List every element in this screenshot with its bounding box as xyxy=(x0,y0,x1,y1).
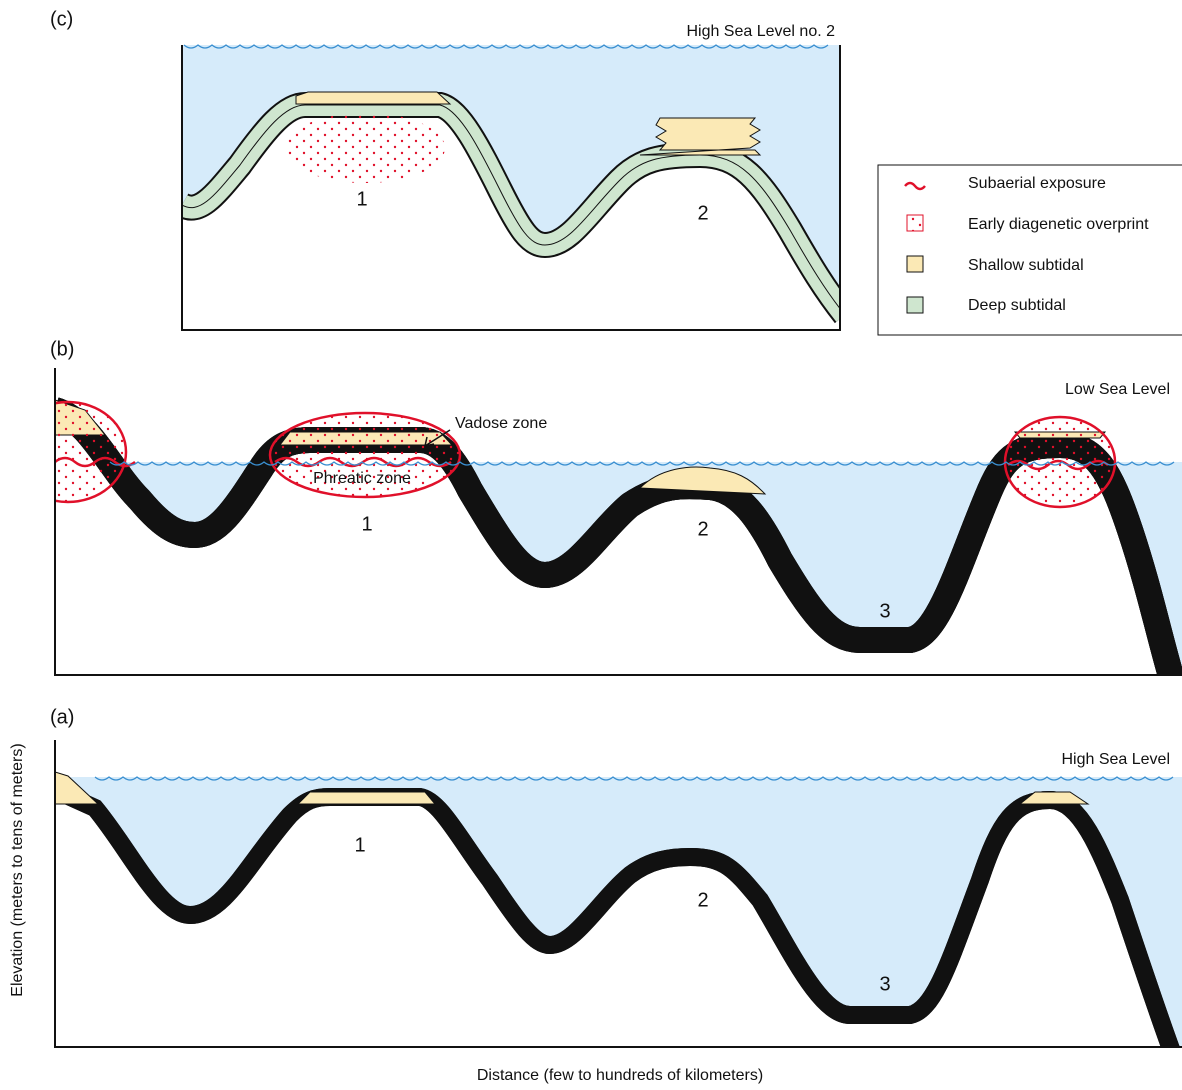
sea-level-label: Low Sea Level xyxy=(1065,381,1170,398)
shallow-cap xyxy=(296,92,450,104)
y-axis-label: Elevation (meters to tens of meters) xyxy=(9,743,26,996)
legend-text: Deep subtidal xyxy=(968,297,1066,314)
panel-label: (a) xyxy=(50,706,74,728)
panel-label: (b) xyxy=(50,338,74,360)
x-axis-label: Distance (few to hundreds of kilometers) xyxy=(477,1067,763,1084)
sea-level-label: High Sea Level xyxy=(1061,751,1170,768)
legend-text: Early diagenetic overprint xyxy=(968,216,1149,233)
zone-label: Phreatic zone xyxy=(313,470,411,487)
site-number: 3 xyxy=(879,600,890,622)
legend-icon xyxy=(907,297,923,313)
diagenetic-overprint xyxy=(285,113,445,183)
legend: Subaerial exposure Early diagenetic over… xyxy=(878,165,1182,335)
diagram: (c) High Sea Level no. 2 1 2 Subaerial e… xyxy=(0,0,1182,1090)
panel-label: (c) xyxy=(50,8,73,30)
exposure-zone xyxy=(10,402,126,502)
sea-level-label: High Sea Level no. 2 xyxy=(686,23,835,40)
site-number: 2 xyxy=(697,202,708,224)
site-number: 2 xyxy=(697,889,708,911)
panel-c xyxy=(182,45,845,335)
site-number: 1 xyxy=(361,513,372,535)
panel-a xyxy=(55,772,1182,1060)
legend-text: Shallow subtidal xyxy=(968,257,1084,274)
site-number: 1 xyxy=(356,188,367,210)
site-number: 3 xyxy=(879,973,890,995)
legend-icon xyxy=(907,215,923,231)
legend-icon xyxy=(907,256,923,272)
site-number: 1 xyxy=(354,834,365,856)
site-number: 2 xyxy=(697,518,708,540)
zone-label: Vadose zone xyxy=(455,415,547,432)
panel-b xyxy=(10,400,1182,690)
legend-text: Subaerial exposure xyxy=(968,175,1106,192)
shallow-cap xyxy=(298,792,435,804)
